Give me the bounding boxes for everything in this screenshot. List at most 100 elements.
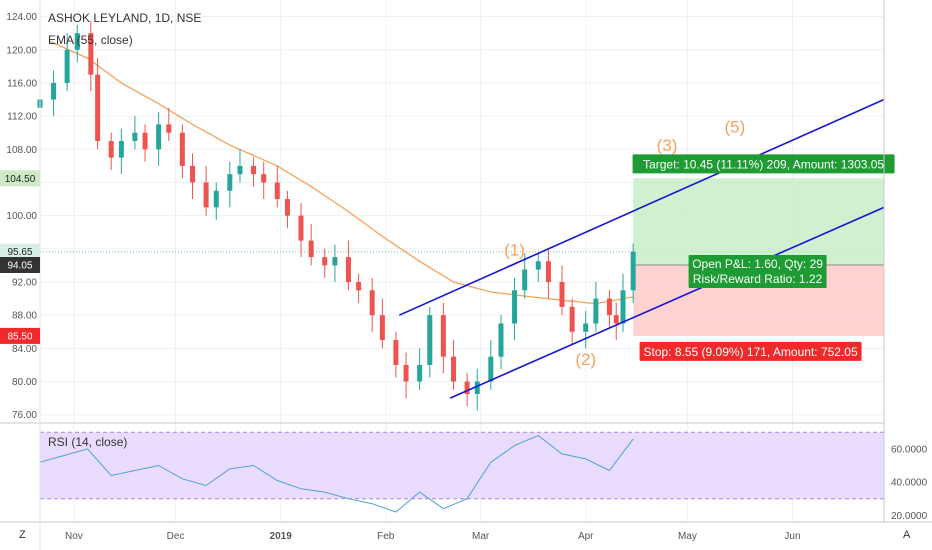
candle-down[interactable] [356, 282, 362, 291]
time-axis[interactable]: Nov Dec 2019 Feb Mar Apr May Jun [65, 531, 801, 542]
rsi-line-layer [39, 435, 634, 513]
entry-price-tag-text: 94.05 [7, 260, 32, 271]
rsi-legend[interactable]: RSI (14, close) [48, 435, 127, 449]
candle-down[interactable] [142, 132, 148, 150]
candle-down[interactable] [261, 174, 267, 183]
ema-line [49, 40, 634, 305]
candle-up[interactable] [630, 251, 636, 291]
auto-scale-button[interactable]: A [903, 529, 911, 541]
candle-down[interactable] [606, 298, 612, 316]
stop-price-tag-text: 85.50 [7, 331, 32, 342]
candle-down[interactable] [613, 315, 619, 324]
candle-up[interactable] [227, 174, 233, 191]
candle-up[interactable] [74, 33, 80, 50]
time-tick-label: Nov [65, 531, 83, 542]
candle-up[interactable] [427, 315, 433, 365]
elliott-wave-labels[interactable]: (1) (2) (3) (5) [504, 118, 745, 369]
candle-up[interactable] [488, 356, 494, 382]
candle-down[interactable] [251, 165, 257, 175]
candle-down[interactable] [298, 215, 304, 241]
price-tick-label: 108.00 [6, 145, 37, 156]
channel-lines[interactable] [398, 98, 885, 399]
candle-down[interactable] [403, 364, 409, 382]
candle-down[interactable] [545, 261, 551, 282]
time-tick-label: Dec [167, 531, 185, 542]
candle-up[interactable] [512, 290, 518, 324]
wave-label[interactable]: (5) [724, 118, 745, 137]
candle-down[interactable] [569, 306, 575, 332]
candle-up[interactable] [118, 141, 124, 158]
candle-down[interactable] [379, 315, 385, 341]
target-zone[interactable] [633, 178, 884, 265]
channel-line-lower[interactable] [449, 206, 885, 399]
ema-line-layer [49, 40, 634, 305]
candle-down[interactable] [203, 182, 209, 208]
time-tick-label: Jun [784, 531, 800, 542]
candle-up[interactable] [51, 82, 57, 100]
candle-down[interactable] [322, 257, 328, 266]
candle-down[interactable] [179, 132, 185, 166]
rsi-axis[interactable]: 20.0000 40.0000 60.0000 [891, 444, 928, 521]
price-tick-label: 88.00 [12, 311, 37, 322]
candle-down[interactable] [308, 240, 314, 258]
price-axis-tags: 104.50 95.65 94.05 85.50 [0, 170, 40, 344]
channel-line-upper[interactable] [398, 98, 885, 316]
wave-label[interactable]: (2) [575, 350, 596, 369]
candle-up[interactable] [417, 364, 423, 382]
candle-down[interactable] [451, 356, 457, 382]
time-tick-label: Feb [377, 531, 395, 542]
candlestick-series[interactable] [37, 20, 636, 411]
left-corner-button[interactable]: Z [19, 529, 26, 541]
price-tick-label: 120.00 [6, 45, 37, 56]
candle-down[interactable] [464, 381, 470, 394]
candle-up[interactable] [132, 132, 138, 141]
candle-down[interactable] [393, 340, 399, 365]
ema-legend[interactable]: EMA (55, close) [48, 33, 133, 47]
symbol-title[interactable]: ASHOK LEYLAND, 1D, NSE [48, 11, 201, 25]
candle-up[interactable] [535, 261, 541, 270]
pnl-text: Open P&L: 1.60, Qty: 29 [692, 257, 823, 271]
candle-down[interactable] [369, 290, 375, 316]
candle-down[interactable] [345, 257, 351, 282]
candle-up[interactable] [213, 190, 219, 208]
candle-down[interactable] [88, 33, 94, 75]
price-tick-label: 124.00 [6, 12, 37, 23]
stop-label-text: Stop: 8.55 (9.09%) 171, Amount: 752.05 [644, 345, 858, 359]
wave-label[interactable]: (3) [657, 136, 678, 155]
price-tick-label: 100.00 [6, 211, 37, 222]
candle-up[interactable] [156, 124, 162, 150]
price-tick-label: 80.00 [12, 377, 37, 388]
candle-up[interactable] [593, 298, 599, 324]
time-tick-label: Mar [472, 531, 490, 542]
target-label-text: Target: 10.45 (11.11%) 209, Amount: 1303… [643, 157, 884, 171]
current-price-tag-text: 95.65 [7, 247, 32, 258]
price-tick-label: 76.00 [12, 410, 37, 421]
price-tick-label: 92.00 [12, 278, 37, 289]
wave-label[interactable]: (1) [504, 240, 525, 259]
candle-up[interactable] [620, 290, 626, 324]
candle-down[interactable] [108, 141, 114, 158]
candle-up[interactable] [522, 269, 528, 291]
candle-up[interactable] [583, 323, 589, 332]
rsi-line [39, 435, 634, 513]
candle-down[interactable] [95, 74, 101, 141]
candle-down[interactable] [284, 199, 290, 216]
candle-down[interactable] [440, 315, 446, 357]
candle-up[interactable] [332, 257, 338, 266]
candle-down[interactable] [274, 182, 280, 200]
candle-down[interactable] [166, 124, 172, 133]
time-tick-label: Apr [578, 531, 594, 542]
price-tick-label: 84.00 [12, 344, 37, 355]
target-price-tag [0, 170, 40, 187]
candle-down[interactable] [559, 282, 565, 307]
candle-up[interactable] [237, 165, 243, 175]
trade-labels: Target: 10.45 (11.11%) 209, Amount: 1303… [632, 154, 895, 361]
candle-up[interactable] [474, 381, 480, 394]
candle-down[interactable] [190, 165, 196, 183]
entry-price-tag [0, 256, 40, 273]
rsi-band [40, 431, 884, 500]
candle-up[interactable] [64, 49, 70, 83]
candle-up[interactable] [498, 323, 504, 357]
rsi-tick-label: 40.0000 [891, 478, 928, 489]
